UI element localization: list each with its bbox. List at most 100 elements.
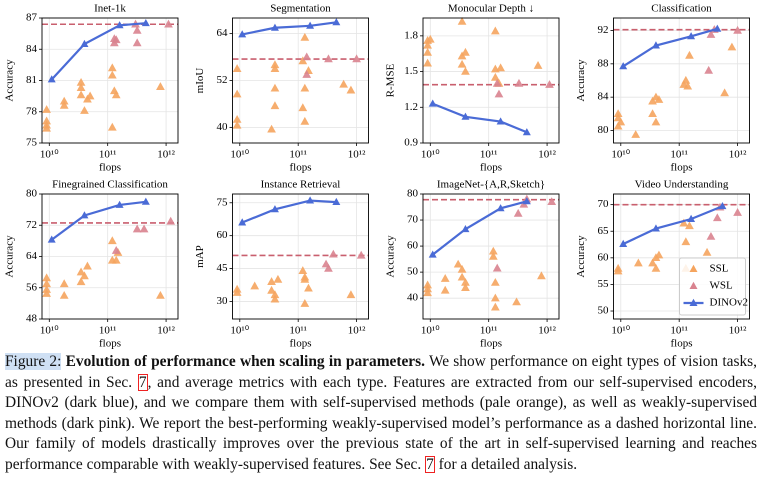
point [461,283,470,291]
section-ref[interactable]: 7 [425,455,435,473]
y-tick-label: 50 [407,266,419,278]
point [111,90,121,99]
point [713,24,722,32]
point [59,279,69,288]
point [346,85,356,94]
y-tick-label: 81 [26,74,37,86]
point [679,218,689,227]
section-ref[interactable]: 7 [137,373,148,391]
x-tick-label: 10¹² [729,325,747,337]
legend-marker [689,264,698,272]
chart-title: Finegrained Classification [52,179,168,191]
point [76,277,86,286]
x-tick-label: 10¹⁰ [230,149,249,161]
y-tick-label: 60 [407,240,419,252]
point [132,224,142,233]
point [80,39,89,47]
figure: 75 78 81 84 87 10¹⁰ 10¹¹ 10¹² Inet-1k flops Accura… [4,3,750,350]
point [490,72,500,81]
point [270,205,279,213]
x-tick-label: 10¹¹ [99,325,117,337]
x-tick-label: 10¹² [348,149,366,161]
point [47,235,56,243]
point [300,32,310,41]
x-tick-label: 10¹⁰ [40,325,59,337]
y-tick-label: 92 [598,24,609,36]
series-line [51,200,146,241]
point [727,42,737,51]
point [111,35,121,44]
point [619,239,628,247]
chart-title: Classification [651,3,712,15]
point [42,105,51,113]
y-tick-label: 48 [26,313,38,325]
chart-title: Instance Retrieval [261,179,341,191]
x-tick-label: 10¹² [538,149,556,161]
point [346,290,356,299]
point [298,103,308,112]
point [302,52,312,61]
x-axis-label: flops [99,338,121,350]
point [267,277,276,285]
point [139,224,149,233]
point [85,91,95,100]
point [490,293,500,302]
point [490,277,500,286]
point [267,124,276,133]
x-axis-label: flops [671,338,693,350]
point [324,54,333,63]
point [300,299,310,307]
x-tick-label: 10¹⁰ [421,149,440,161]
y-tick-label: 55 [598,278,610,290]
point [270,101,280,110]
x-tick-label: 10¹² [729,149,747,161]
point [619,62,628,70]
point [453,259,463,268]
point [685,221,694,230]
point [238,218,247,226]
series-line [622,27,718,68]
plot-frame [422,17,560,144]
point [42,273,51,282]
point [270,294,280,303]
legend-marker [689,298,698,306]
point [494,89,504,98]
point [267,285,276,294]
x-tick-label: 10¹⁰ [611,149,630,161]
point [492,78,502,87]
point [306,196,315,204]
point [490,302,500,311]
point [107,70,117,79]
point [107,236,117,245]
point [687,214,696,222]
point [238,30,247,38]
y-tick-label: 84 [26,43,38,55]
point [733,208,742,216]
point [706,30,716,38]
x-tick-label: 10¹¹ [480,149,498,161]
plot-frame [613,17,750,144]
point [232,64,242,73]
point [634,258,643,267]
point [496,117,505,125]
point [685,50,694,59]
plot-area [232,194,369,319]
point [461,66,470,75]
point [488,251,498,260]
x-tick-label: 10¹² [348,325,366,337]
point [232,288,242,296]
point [423,58,432,67]
point [423,40,432,49]
point [298,266,308,274]
caption-label: Figure 2: [5,353,62,370]
point [457,16,467,25]
y-tick-label: 65 [598,225,610,237]
point [718,202,727,210]
y-tick-label: 60 [598,251,610,263]
caption-heading: Evolution of performance when scaling in… [65,353,425,370]
point [80,211,89,219]
point [270,83,280,92]
point [522,128,531,136]
point [654,95,664,103]
